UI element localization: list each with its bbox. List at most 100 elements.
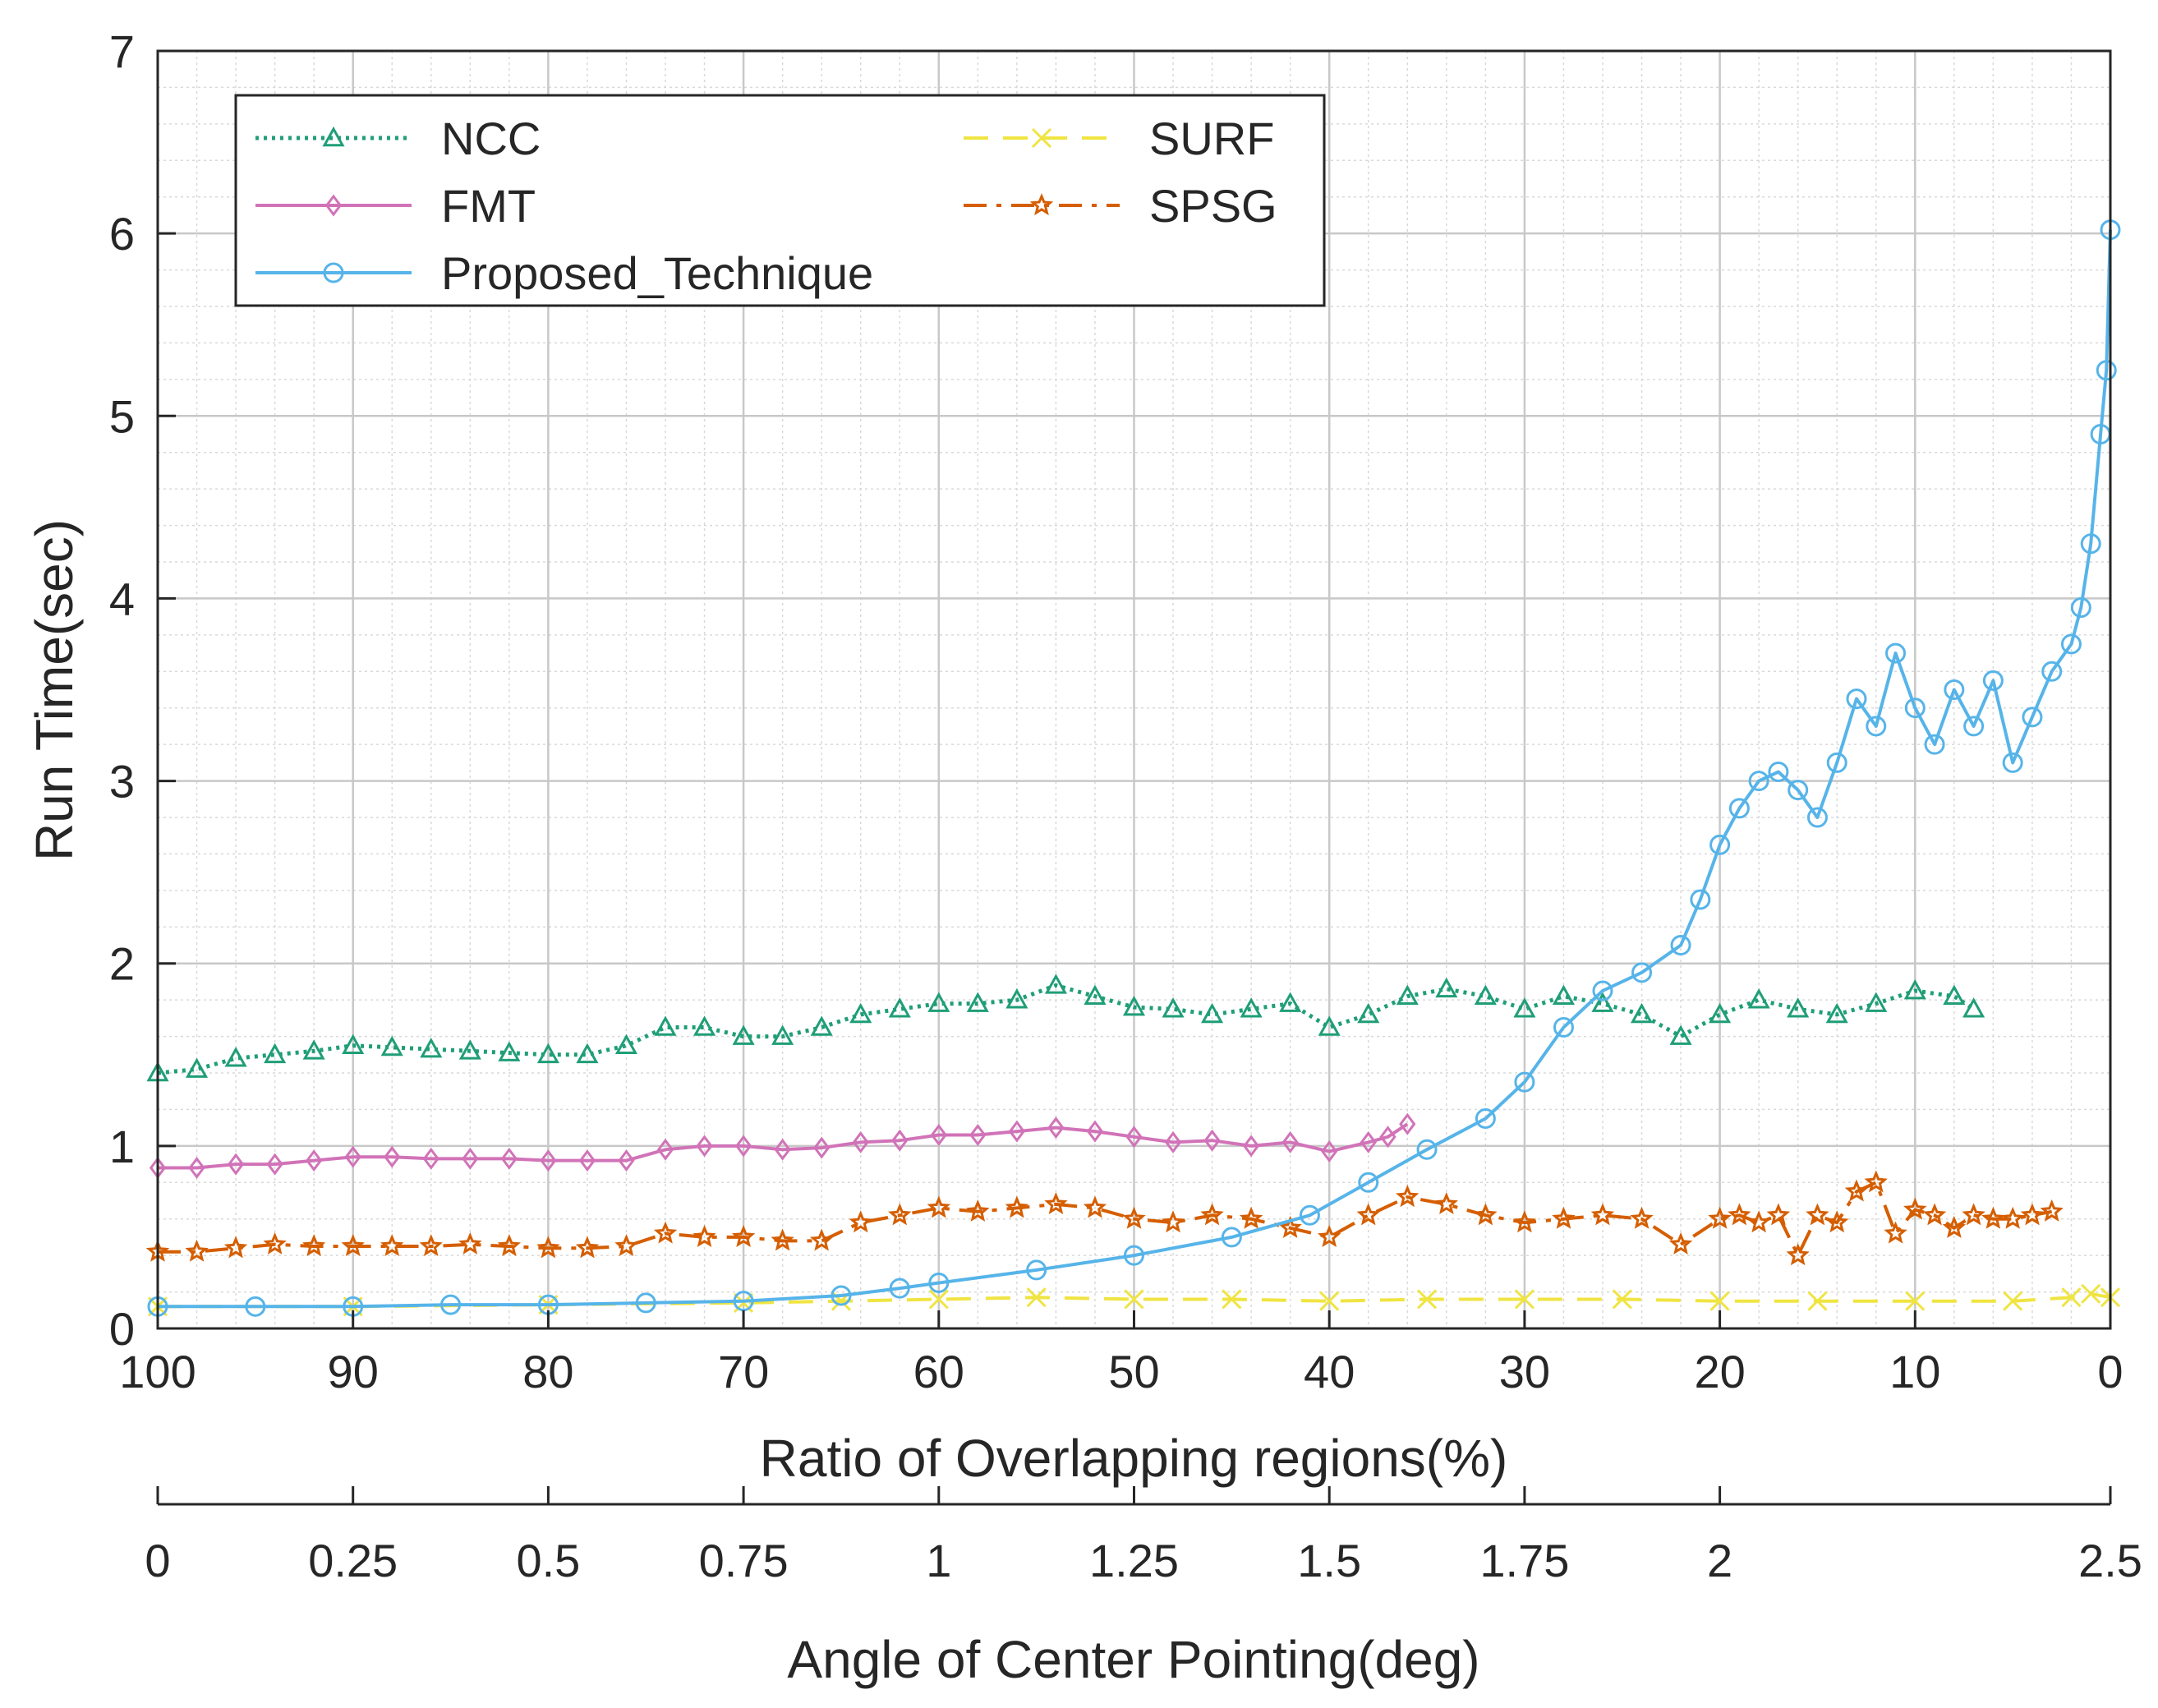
data-point-ncc [1044,974,1067,994]
data-point-spsg [301,1234,326,1257]
series-line-surf [158,1291,2111,1309]
data-point-fmt [462,1147,479,1170]
data-point-proposed-technique [1709,834,1731,855]
data-point-fmt [1399,1112,1416,1135]
secondary-x-tick-label: 1.5 [1297,1535,1361,1586]
data-point-spsg [536,1236,560,1259]
data-point-fmt [1379,1126,1396,1149]
data-point-spsg [1239,1206,1263,1229]
data-point-fmt [656,1138,674,1161]
data-point-spsg [1590,1203,1615,1226]
data-point-fmt [852,1130,869,1153]
data-point-fmt [1125,1126,1143,1149]
data-point-ncc [1865,992,1888,1012]
data-point-proposed-technique [1514,1071,1535,1093]
data-point-ncc [224,1047,247,1067]
data-point-proposed-technique [1690,889,1711,910]
data-point-proposed-technique [2022,707,2043,728]
data-point-proposed-technique [1553,1016,1574,1038]
y-tick-label: 2 [109,938,135,990]
data-point-spsg [458,1232,482,1255]
data-point-ncc [810,1015,833,1036]
x-axis-label: Ratio of Overlapping regions(%) [760,1429,1508,1488]
data-point-fmt [384,1145,401,1168]
legend-box [234,94,1326,307]
data-point-proposed-technique [1885,642,1907,664]
data-point-spsg [1981,1206,2005,1229]
data-point-spsg [1668,1232,1693,1255]
data-point-fmt [1047,1116,1065,1139]
data-point-spsg [185,1239,209,1262]
data-point-proposed-technique [1846,688,1867,710]
data-point-spsg [614,1234,638,1257]
data-point-ncc [1552,984,1575,1005]
data-point-surf [2061,1287,2082,1308]
y-ticks: 0 1 2 3 4 5 6 7 [109,25,176,1355]
data-point-spsg [1005,1195,1029,1218]
x-tick-label: 70 [718,1346,769,1397]
legend-item-surf: SURF [964,113,1274,164]
data-point-spsg [888,1203,912,1226]
data-point-ncc [1318,1015,1341,1036]
data-point-ncc [849,1002,872,1024]
data-point-ncc [380,1035,403,1057]
data-point-ncc [302,1039,325,1060]
data-point-ncc [1474,984,1497,1005]
data-point-proposed-technique [1924,734,1945,755]
series-line-fmt [158,1122,1409,1170]
data-point-spsg [1962,1203,1985,1226]
secondary-x-tick-label: 0.25 [308,1535,398,1586]
data-point-spsg [263,1232,287,1255]
data-point-spsg [1044,1191,1068,1214]
data-point-ncc [1630,1002,1654,1024]
data-point-surf [1416,1289,1438,1310]
data-point-surf [2081,1283,2101,1304]
data-point-spsg [1806,1203,1829,1226]
data-point-ncc [654,1015,677,1036]
data-point-proposed-technique [1806,807,1828,828]
y-tick-label: 1 [109,1121,135,1172]
data-point-spsg [1884,1221,1907,1244]
data-point-ncc [927,992,950,1012]
legend-marker-spsg [1029,193,1054,216]
data-point-fmt [1321,1140,1338,1163]
y-tick-label: 6 [109,208,135,260]
data-point-spsg [1122,1206,1146,1229]
data-point-proposed-technique [1866,716,1887,737]
x-tick-label: 50 [1108,1346,1159,1397]
data-point-proposed-technique [1826,752,1847,773]
data-point-proposed-technique [440,1294,462,1315]
data-point-spsg [1083,1195,1107,1218]
data-point-ncc [1435,977,1458,998]
legend-label-surf: SURF [1149,113,1274,164]
data-point-surf [1124,1289,1144,1310]
data-point-fmt [188,1157,205,1180]
data-point-spsg [1903,1197,1927,1220]
data-point-proposed-technique [1728,798,1750,819]
data-point-proposed-technique [245,1296,266,1317]
x-tick-label: 80 [522,1346,573,1397]
legend-marker-fmt [324,194,343,217]
data-point-spsg [2040,1199,2064,1222]
data-point-spsg [1200,1203,1224,1226]
data-point-spsg [419,1234,443,1257]
x-tick-label: 60 [913,1346,964,1397]
series-line-spsg [158,1181,2053,1258]
data-point-ncc [732,1024,755,1045]
series-line-proposed-technique [158,229,2112,1309]
data-point-ncc [420,1038,443,1058]
data-point-spsg [771,1228,794,1251]
data-point-surf [928,1289,949,1310]
series-fmt [149,1112,1416,1180]
data-point-spsg [1708,1206,1732,1229]
data-point-spsg [575,1236,600,1259]
secondary-x-tick-label: 2 [1707,1535,1732,1586]
data-point-ncc [1357,1002,1380,1024]
data-point-spsg [341,1234,365,1257]
secondary-x-tick-label: 0.75 [699,1535,789,1586]
data-point-fmt [1242,1135,1260,1158]
data-point-spsg [1161,1210,1185,1233]
data-point-proposed-technique [1982,670,2004,691]
data-point-surf [1709,1291,1730,1311]
